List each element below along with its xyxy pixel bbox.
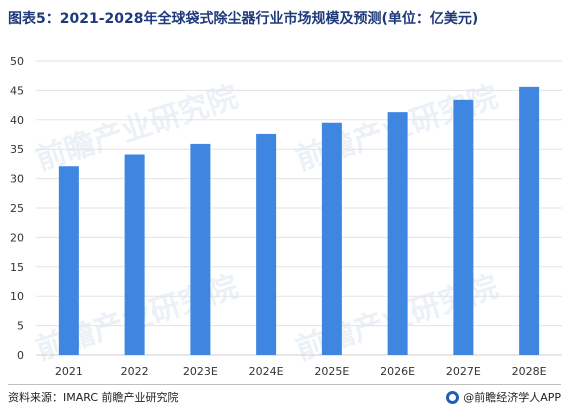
bar-2021 — [58, 166, 79, 355]
x-tick-label: 2021 — [55, 365, 83, 378]
x-tick-label: 2023E — [183, 365, 218, 378]
y-tick-label: 35 — [10, 143, 24, 156]
bar-2023E — [190, 143, 211, 355]
bars — [58, 86, 540, 356]
brand-label: @前瞻经济学人APP — [463, 391, 561, 404]
x-tick-label: 2022 — [121, 365, 149, 378]
y-axis-ticks: 0 5 10 15 20 25 30 35 40 45 50 — [10, 55, 24, 362]
source-note: 资料来源：IMARC 前瞻产业研究院 — [8, 391, 179, 404]
y-tick-label: 40 — [10, 114, 24, 127]
brand-credit: @前瞻经济学人APP — [446, 389, 561, 405]
x-tick-label: 2025E — [314, 365, 349, 378]
y-tick-label: 30 — [10, 173, 24, 186]
bar-2025E — [321, 122, 342, 356]
gridlines — [36, 60, 562, 356]
x-tick-label: 2027E — [446, 365, 481, 378]
qianzhan-logo-icon — [446, 390, 460, 404]
bar-2027E — [453, 99, 474, 355]
x-tick-label: 2028E — [512, 365, 547, 378]
bar-chart: 前瞻产业研究院前瞻产业研究院前瞻产业研究院前瞻产业研究院 05101520253… — [10, 55, 562, 378]
y-tick-label: 45 — [10, 84, 24, 97]
y-tick-label: 15 — [10, 261, 24, 274]
bar-2026E — [387, 112, 408, 355]
bar-2028E — [519, 86, 540, 355]
y-tick-label: 5 — [17, 320, 24, 333]
y-tick-label: 50 — [10, 55, 24, 68]
y-tick-label: 0 — [17, 349, 24, 362]
chart-title: 图表5：2021-2028年全球袋式除尘器行业市场规模及预测(单位：亿美元) — [8, 11, 479, 27]
bar-2024E — [256, 133, 277, 355]
x-axis-ticks: 2021 2022 2023E 2024E 2025E 2026E 2027E 2028E — [55, 365, 547, 378]
y-tick-label: 25 — [10, 202, 24, 215]
x-tick-label: 2024E — [249, 365, 284, 378]
y-tick-label: 10 — [10, 290, 24, 303]
y-tick-label: 20 — [10, 231, 24, 244]
footer-divider — [8, 384, 561, 385]
x-tick-label: 2026E — [380, 365, 415, 378]
bar-2022 — [124, 154, 145, 355]
